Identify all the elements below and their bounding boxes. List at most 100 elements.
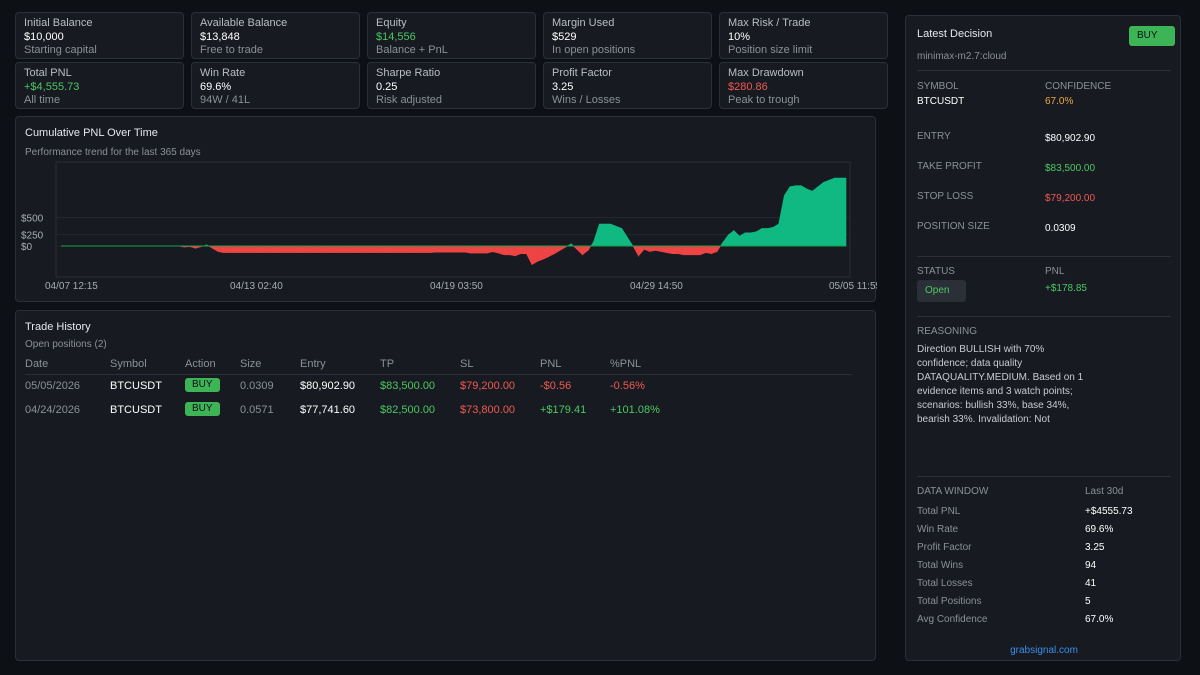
pnl-area-segment bbox=[279, 245, 286, 253]
y-tick-label: $250 bbox=[21, 231, 44, 242]
status-badge: Open bbox=[917, 280, 966, 302]
trade-history-subtitle: Open positions (2) bbox=[25, 339, 107, 350]
pnl-area-segment bbox=[834, 177, 841, 247]
pnl-area-segment bbox=[711, 245, 718, 255]
pnl-area-segment bbox=[531, 245, 538, 266]
pnl-area-chart: $500 $250$0 04/07 12:15 04/13 02:40 04/19 03… bbox=[21, 161, 877, 292]
position-size-value: 0.0309 bbox=[1045, 223, 1076, 234]
status-label: STATUS bbox=[917, 266, 955, 277]
entry-label: ENTRY bbox=[917, 131, 951, 142]
pnl-area-segment bbox=[677, 245, 684, 256]
data-window-label: DATA WINDOW bbox=[917, 486, 989, 497]
pnl-area-segment bbox=[301, 245, 309, 253]
stat-label: Available Balance bbox=[200, 17, 288, 29]
pnl-area-segment bbox=[329, 245, 337, 253]
pnl-area-segment bbox=[828, 177, 836, 247]
trade-table: Date Symbol Action Size Entry TP SL PNL … bbox=[25, 358, 852, 423]
pnl-area-segment bbox=[503, 245, 510, 256]
divider bbox=[917, 70, 1171, 71]
pnl-area-segment bbox=[671, 245, 679, 254]
stat-value: 10% bbox=[728, 31, 751, 43]
stat-card-initial-balance: Initial Balance $10,000 Starting capital bbox=[15, 12, 184, 59]
pnl-area-segment bbox=[548, 245, 555, 258]
pnl-label: PNL bbox=[1045, 266, 1065, 277]
x-tick-label: 04/19 03:50 bbox=[430, 281, 483, 292]
pnl-area-segment bbox=[346, 245, 353, 253]
metric-value: +$4555.73 bbox=[1085, 506, 1133, 517]
pnl-area-segment bbox=[582, 245, 589, 256]
stat-value: +$4,555.73 bbox=[24, 81, 80, 93]
pnl-area-segment bbox=[363, 245, 370, 253]
reasoning-label: REASONING bbox=[917, 326, 978, 337]
cell-pct-pnl: -0.56% bbox=[610, 380, 645, 392]
col-header-entry: Entry bbox=[300, 358, 326, 370]
stat-label: Max Drawdown bbox=[728, 67, 804, 79]
pnl-area-segment bbox=[408, 245, 415, 253]
pnl-area-segment bbox=[313, 245, 320, 253]
stat-card-margin-used: Margin Used $529 In open positions bbox=[543, 12, 712, 59]
x-tick-label: 05/05 11:55 bbox=[829, 281, 877, 292]
reasoning-text: Direction BULLISH with 70% confidence; d… bbox=[917, 344, 1084, 425]
pnl-area-segment bbox=[716, 245, 722, 253]
pnl-area-segment bbox=[655, 245, 662, 252]
cell-entry: $77,741.60 bbox=[300, 404, 356, 416]
pnl-area-segment bbox=[436, 245, 443, 253]
pnl-area-segment bbox=[217, 245, 224, 253]
plot-frame bbox=[55, 161, 851, 278]
metric-value: 5 bbox=[1085, 596, 1091, 607]
cell-tp: $82,500.00 bbox=[380, 404, 436, 416]
pnl-area-segment bbox=[369, 245, 376, 253]
pnl-area-segment bbox=[520, 245, 527, 254]
cell-symbol: BTCUSDT bbox=[110, 380, 162, 392]
action-badge: BUY bbox=[185, 402, 220, 416]
x-tick-label: 04/07 12:15 bbox=[45, 281, 98, 292]
pnl-area-segment bbox=[481, 245, 488, 254]
pnl-area-segment bbox=[688, 245, 695, 256]
pnl-area-segment bbox=[492, 245, 499, 254]
cell-sl: $79,200.00 bbox=[460, 380, 516, 392]
table-row[interactable]: 04/24/2026 BTCUSDT BUY 0.0571 $77,741.60… bbox=[25, 399, 852, 423]
metric-label: Total PNL bbox=[917, 506, 961, 517]
pnl-area-segment bbox=[812, 186, 819, 247]
symbol-value: BTCUSDT bbox=[917, 96, 965, 107]
latest-decision-panel: Latest Decision BUY minimax-m2.7:cloud S… bbox=[905, 15, 1181, 661]
x-tick-label: 04/13 02:40 bbox=[230, 281, 283, 292]
stat-sub: Risk adjusted bbox=[376, 94, 443, 106]
metric-label: Profit Factor bbox=[917, 542, 972, 553]
col-header-symbol: Symbol bbox=[110, 358, 147, 370]
take-profit-label: TAKE PROFIT bbox=[917, 161, 982, 172]
pnl-area-segment bbox=[307, 245, 314, 253]
pnl-area-segment bbox=[800, 185, 808, 247]
pnl-area-segment bbox=[767, 226, 774, 247]
position-size-label: POSITION SIZE bbox=[917, 221, 990, 232]
stat-sub: Position size limit bbox=[728, 44, 813, 56]
cell-symbol: BTCUSDT bbox=[110, 404, 162, 416]
pnl-area-segment bbox=[464, 245, 471, 254]
metric-value: 3.25 bbox=[1085, 542, 1105, 553]
stat-sub: In open positions bbox=[552, 44, 636, 56]
pnl-area-segment bbox=[509, 245, 516, 257]
pnl-area-segment bbox=[705, 245, 712, 255]
pnl-area-segment bbox=[817, 181, 824, 247]
data-window-range: Last 30d bbox=[1085, 486, 1124, 497]
metric-label: Total Positions bbox=[917, 596, 982, 607]
chart-title: Cumulative PNL Over Time bbox=[25, 127, 158, 139]
confidence-value: 67.0% bbox=[1045, 96, 1074, 107]
stat-sub: Starting capital bbox=[24, 44, 97, 56]
pnl-area-segment bbox=[638, 245, 645, 257]
stat-card-profit-factor: Profit Factor 3.25 Wins / Losses bbox=[543, 62, 712, 109]
pnl-area-segment bbox=[823, 179, 830, 247]
cell-pct-pnl: +101.08% bbox=[610, 404, 660, 416]
pnl-area-segment bbox=[385, 245, 393, 253]
table-row[interactable]: 05/05/2026 BTCUSDT BUY 0.0309 $80,902.90… bbox=[25, 375, 852, 399]
pnl-area-segment bbox=[576, 245, 583, 256]
table-header-row: Date Symbol Action Size Entry TP SL PNL … bbox=[25, 358, 852, 375]
footer-link[interactable]: grabsignal.com bbox=[1010, 645, 1078, 656]
metric-label: Total Losses bbox=[917, 578, 973, 589]
stat-sub: Wins / Losses bbox=[552, 94, 621, 106]
stat-sub: 94W / 41L bbox=[200, 94, 251, 106]
pnl-area-segment bbox=[621, 227, 628, 247]
pnl-area-segment bbox=[537, 245, 544, 262]
stat-sub: Free to trade bbox=[200, 44, 263, 56]
pnl-area-segment bbox=[324, 245, 331, 253]
